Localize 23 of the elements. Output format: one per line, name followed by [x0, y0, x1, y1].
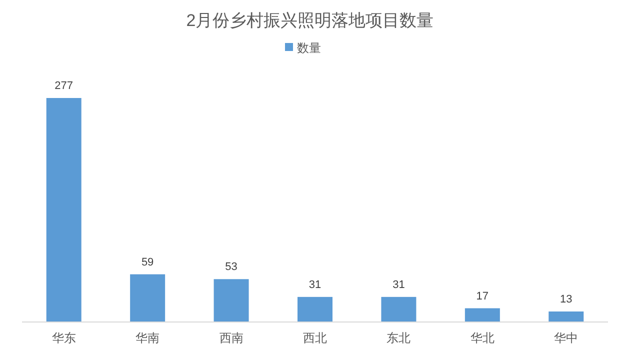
data-label: 13 [560, 293, 572, 306]
x-tick-label: 华东 [52, 331, 76, 345]
bar [464, 308, 500, 322]
x-tick-label: 西北 [303, 331, 327, 345]
data-label: 31 [392, 278, 405, 291]
bar [548, 311, 584, 322]
data-label: 59 [141, 256, 154, 268]
data-label: 31 [308, 278, 322, 291]
bar [298, 296, 332, 322]
bar [381, 296, 416, 322]
bar [46, 98, 82, 322]
data-label: 17 [476, 290, 489, 302]
x-tick-label: 华南 [136, 331, 160, 345]
x-tick-label: 华中 [554, 331, 578, 345]
x-tick-label: 华北 [470, 331, 494, 345]
chart-title: 2月份乡村振兴照明落地项目数量 [186, 11, 434, 30]
x-tick-label: 东北 [386, 331, 411, 345]
bar [130, 274, 166, 322]
bar [214, 279, 249, 322]
legend-label: 数量 [297, 41, 321, 55]
data-label: 277 [54, 80, 74, 92]
x-tick-label: 西南 [219, 331, 244, 345]
data-label: 53 [225, 261, 238, 274]
